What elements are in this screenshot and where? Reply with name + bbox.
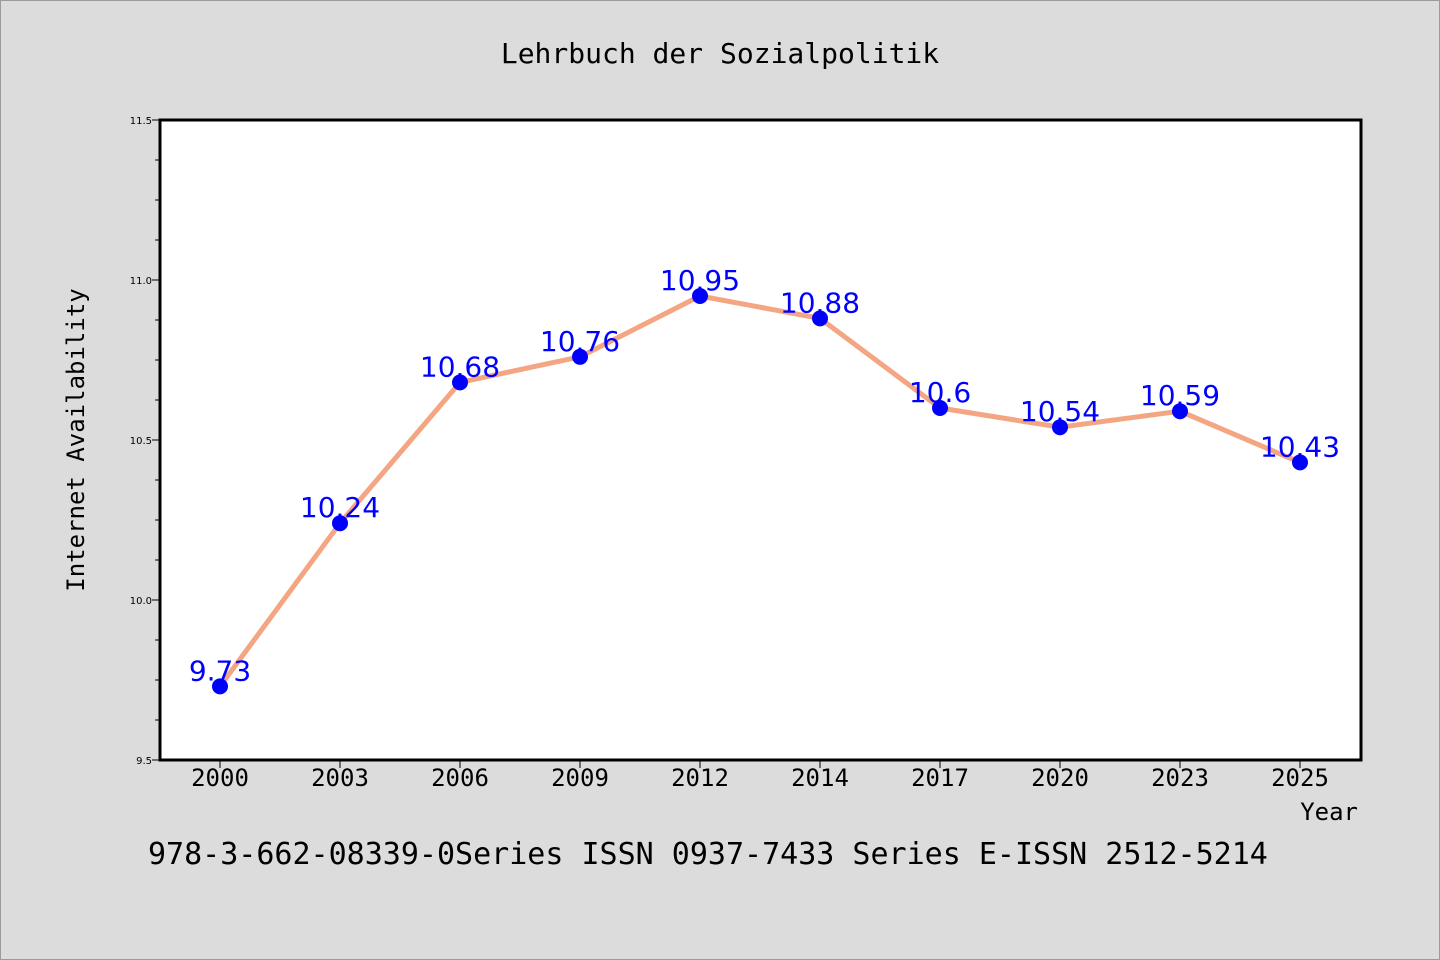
data-label: 10.88 bbox=[780, 286, 860, 319]
series-markers bbox=[212, 288, 1308, 695]
data-label: 10.95 bbox=[660, 264, 740, 297]
y-tick-label: 10.0 bbox=[130, 596, 152, 607]
data-point bbox=[692, 288, 708, 304]
x-tick-label: 2020 bbox=[1031, 764, 1089, 792]
data-label: 10.24 bbox=[300, 491, 380, 524]
data-point bbox=[212, 678, 228, 695]
x-axis-label: Year bbox=[1300, 798, 1358, 826]
data-label: 10.6 bbox=[909, 376, 971, 409]
x-tick-label: 2009 bbox=[551, 764, 609, 792]
data-label: 10.54 bbox=[1020, 395, 1100, 428]
data-point bbox=[812, 310, 828, 327]
plot-area bbox=[158, 118, 1363, 762]
y-tick-label: 9.5 bbox=[136, 756, 152, 767]
x-tick-label: 2014 bbox=[791, 764, 849, 792]
data-point bbox=[1052, 419, 1068, 436]
data-point bbox=[1172, 403, 1188, 420]
data-label: 10.76 bbox=[540, 325, 620, 358]
data-label: 10.43 bbox=[1260, 430, 1340, 463]
x-tick-label: 2023 bbox=[1151, 764, 1209, 792]
x-tick-label: 2000 bbox=[191, 764, 249, 792]
x-tick-label: 2012 bbox=[671, 764, 729, 792]
series-polyline bbox=[217, 293, 1303, 689]
data-point bbox=[932, 400, 948, 416]
data-label: 10.68 bbox=[420, 350, 500, 383]
data-point bbox=[1292, 454, 1308, 471]
y-tick-label: 10.5 bbox=[130, 436, 152, 447]
y-tick-label: 11.0 bbox=[130, 276, 152, 287]
x-tick-label: 2006 bbox=[431, 764, 489, 792]
y-axis-label: Internet Availability bbox=[62, 288, 90, 591]
data-point bbox=[452, 374, 468, 391]
y-axis-ticks: 9.5 10.0 10.5 11.0 11.5 bbox=[130, 116, 160, 767]
data-label: 9.73 bbox=[189, 654, 251, 687]
data-point bbox=[572, 348, 588, 365]
data-point bbox=[332, 515, 348, 532]
footer-text: 978-3-662-08339-0Series ISSN 0937-7433 S… bbox=[148, 837, 1268, 872]
data-label: 10.59 bbox=[1140, 379, 1220, 412]
x-tick-label: 2017 bbox=[911, 764, 969, 792]
x-tick-label: 2003 bbox=[311, 764, 369, 792]
x-tick-label: 2025 bbox=[1271, 764, 1329, 792]
series-line bbox=[217, 293, 1303, 689]
x-axis-ticks: 2000 2003 2006 2009 2012 2014 2017 2020 2023 2025 bbox=[191, 760, 1329, 792]
y-tick-label: 11.5 bbox=[130, 116, 152, 127]
chart-title: Lehrbuch der Sozialpolitik bbox=[501, 37, 939, 70]
data-labels: 9.73 10.24 10.68 10.76 10.95 10.88 10.6 10.54 10… bbox=[189, 264, 1340, 687]
